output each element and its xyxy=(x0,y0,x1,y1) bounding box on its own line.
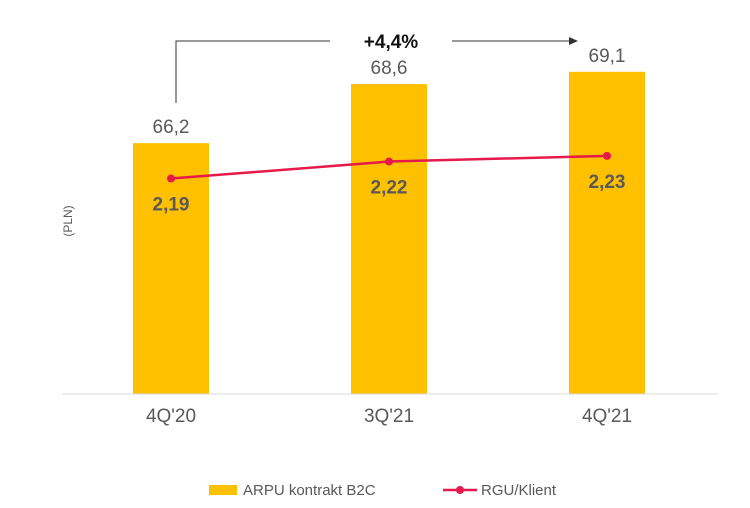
annotation-bracket xyxy=(175,40,330,103)
x-tick-label: 4Q'20 xyxy=(146,406,196,427)
annotation-text: +4,4% xyxy=(364,32,419,53)
legend-swatch-bar xyxy=(209,485,237,495)
legend-marker xyxy=(456,486,464,494)
x-tick-label: 4Q'21 xyxy=(582,406,632,427)
line-value-label: 2,19 xyxy=(153,195,190,216)
bar-1 xyxy=(351,84,427,395)
bar-0 xyxy=(133,143,209,394)
arrowhead-icon xyxy=(569,37,578,45)
legend-label-line: RGU/Klient xyxy=(481,482,557,499)
legend: ARPU kontrakt B2C RGU/Klient xyxy=(209,482,557,499)
bar-value-label: 68,6 xyxy=(371,58,408,79)
line-value-label: 2,22 xyxy=(371,178,408,199)
line-point-0 xyxy=(167,174,175,183)
growth-annotation: +4,4% xyxy=(175,32,578,103)
x-tick-label: 3Q'21 xyxy=(364,406,414,427)
bar-value-label: 66,2 xyxy=(153,117,190,138)
line-point-2 xyxy=(603,151,611,160)
legend-label-bar: ARPU kontrakt B2C xyxy=(243,482,376,499)
line-value-label: 2,23 xyxy=(589,172,626,193)
y-axis-label: (PLN) xyxy=(61,205,75,236)
line-point-1 xyxy=(385,157,393,166)
bar-2 xyxy=(569,71,645,394)
bar-value-label: 69,1 xyxy=(589,46,626,67)
